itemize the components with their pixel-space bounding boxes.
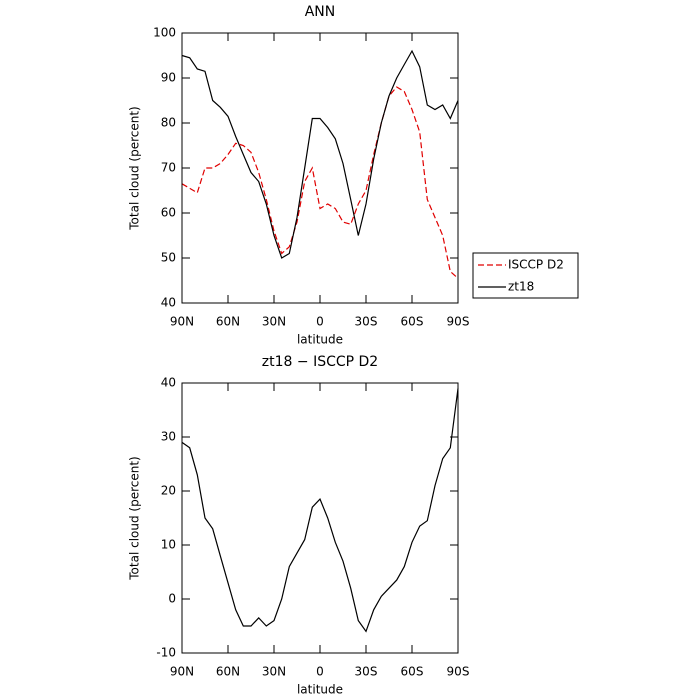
legend: ISCCP D2 zt18	[472, 252, 579, 299]
x-tick-label: 30N	[262, 315, 286, 329]
x-tick-label: 60N	[216, 315, 240, 329]
y-tick-label: 20	[161, 484, 176, 498]
y-tick-label: 0	[168, 592, 176, 606]
x-tick-label: 90N	[170, 665, 194, 679]
y-tick-label: 60	[161, 206, 176, 220]
panel: ANN latitude Total cloud (percent) 40 50 60 70…	[128, 4, 579, 347]
chart-title: ANN	[305, 4, 336, 20]
x-tick-label: 60S	[401, 665, 424, 679]
y-tick-label: 50	[161, 251, 176, 265]
plot-frame	[181, 382, 459, 654]
y-tick-label: 40	[161, 376, 176, 390]
x-tick-label: 30S	[355, 665, 378, 679]
x-tick-label: 0	[316, 665, 324, 679]
y-tick-label: 80	[161, 116, 176, 130]
x-tick-label: 90S	[447, 315, 470, 329]
y-axis-label: Total cloud (percent)	[128, 456, 142, 580]
data-line	[181, 49, 459, 259]
x-tick-label: 60S	[401, 315, 424, 329]
y-tick-label: 30	[161, 430, 176, 444]
y-tick-label: 40	[161, 296, 176, 310]
x-axis-label: latitude	[297, 333, 343, 347]
y-tick-label: 10	[161, 538, 176, 552]
y-tick-label: -10	[156, 646, 176, 660]
legend-box	[472, 252, 579, 299]
x-tick-label: 30S	[355, 315, 378, 329]
x-axis-label: latitude	[297, 683, 343, 697]
panel: zt18 − ISCCP D2 latitude Total cloud (perc…	[128, 354, 470, 697]
y-tick-label: 100	[153, 26, 176, 40]
data-line	[181, 86, 459, 279]
y-tick-label: 90	[161, 71, 176, 85]
legend-label: zt18	[508, 280, 534, 294]
chart-title: zt18 − ISCCP D2	[262, 354, 378, 370]
data-line	[181, 388, 459, 633]
plot-frame	[181, 32, 459, 304]
x-tick-label: 90S	[447, 665, 470, 679]
x-tick-label: 0	[316, 315, 324, 329]
legend-label: ISCCP D2	[508, 258, 564, 272]
y-axis-label: Total cloud (percent)	[128, 106, 142, 230]
x-tick-label: 90N	[170, 315, 194, 329]
x-tick-label: 30N	[262, 665, 286, 679]
y-tick-label: 70	[161, 161, 176, 175]
x-tick-label: 60N	[216, 665, 240, 679]
